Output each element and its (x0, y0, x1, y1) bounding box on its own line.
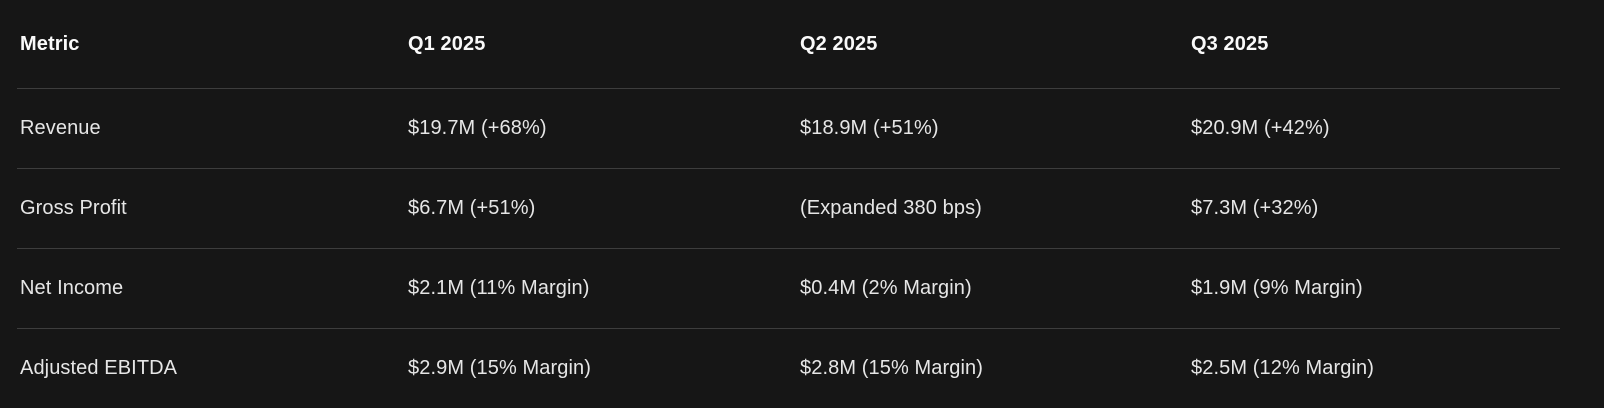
revenue-q3-value: $20.9M (+42%) (1191, 117, 1330, 139)
net-income-q1-value: $2.1M (11% Margin) (408, 277, 590, 299)
table-row-net-income: Net Income $2.1M (11% Margin) $0.4M (2% … (17, 248, 1560, 328)
row-label-revenue: Revenue (20, 117, 101, 139)
row-label-gross-profit: Gross Profit (20, 197, 127, 219)
revenue-q1-value: $19.7M (+68%) (408, 117, 547, 139)
table-row-revenue: Revenue $19.7M (+68%) $18.9M (+51%) $20.… (17, 88, 1560, 168)
table-row-adjusted-ebitda: Adjusted EBITDA $2.9M (15% Margin) $2.8M… (17, 328, 1560, 408)
net-income-q3-value: $1.9M (9% Margin) (1191, 277, 1363, 299)
gross-profit-q1-value: $6.7M (+51%) (408, 197, 536, 219)
table-header-row: Metric Q1 2025 Q2 2025 Q3 2025 (17, 0, 1560, 88)
gross-profit-q2-value: (Expanded 380 bps) (800, 197, 982, 219)
row-label-net-income: Net Income (20, 277, 124, 299)
row-label-adjusted-ebitda: Adjusted EBITDA (20, 357, 178, 379)
financial-metrics-table: Metric Q1 2025 Q2 2025 Q3 2025 Revenue $… (17, 0, 1560, 408)
gross-profit-q3-value: $7.3M (+32%) (1191, 197, 1319, 219)
column-header-metric: Metric (20, 32, 80, 55)
adjusted-ebitda-q3-value: $2.5M (12% Margin) (1191, 357, 1374, 379)
adjusted-ebitda-q2-value: $2.8M (15% Margin) (800, 357, 983, 379)
column-header-q2-2025: Q2 2025 (800, 32, 878, 55)
adjusted-ebitda-q1-value: $2.9M (15% Margin) (408, 357, 591, 379)
revenue-q2-value: $18.9M (+51%) (800, 117, 939, 139)
column-header-q3-2025: Q3 2025 (1191, 32, 1269, 55)
column-header-q1-2025: Q1 2025 (408, 32, 486, 55)
table-row-gross-profit: Gross Profit $6.7M (+51%) (Expanded 380 … (17, 168, 1560, 248)
net-income-q2-value: $0.4M (2% Margin) (800, 277, 972, 299)
